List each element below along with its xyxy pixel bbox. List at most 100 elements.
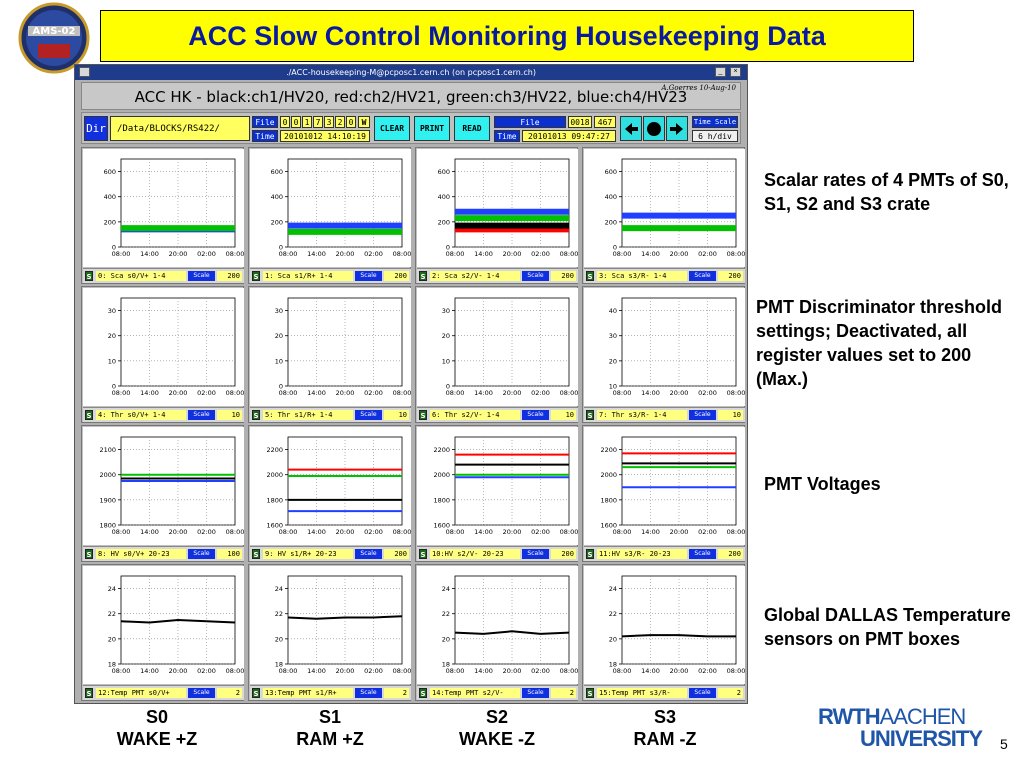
read-button[interactable]: READ xyxy=(454,116,490,141)
panel-name-field[interactable]: 12:Temp PMT s0/V+ xyxy=(96,688,186,698)
file-digit[interactable]: 7 xyxy=(313,116,323,128)
panel-select-button[interactable]: S xyxy=(586,410,594,420)
panel-scale-button[interactable]: Scale xyxy=(188,271,215,281)
panel-scale-value[interactable]: 10 xyxy=(217,410,242,420)
close-icon[interactable]: × xyxy=(730,67,741,77)
panel-select-button[interactable]: S xyxy=(252,271,260,281)
panel-scale-button[interactable]: Scale xyxy=(689,549,716,559)
time-end-field[interactable]: 20101013 09:47:27 xyxy=(522,130,616,142)
panel-scale-value[interactable]: 10 xyxy=(384,410,409,420)
panel-select-button[interactable]: S xyxy=(419,271,427,281)
y-tick-label: 24 xyxy=(442,585,450,593)
file-digit[interactable]: 3 xyxy=(324,116,334,128)
panel-name-field[interactable]: 15:Temp PMT s3/R- xyxy=(597,688,687,698)
panel-name-field[interactable]: 5: Thr s1/R+ 1-4 xyxy=(263,410,353,420)
panel-scale-value[interactable]: 100 xyxy=(217,549,242,559)
panel-name-field[interactable]: 6: Thr s2/V- 1-4 xyxy=(430,410,520,420)
panel-name-field[interactable]: 2: Sca s2/V- 1-4 xyxy=(430,271,520,281)
panel-scale-button[interactable]: Scale xyxy=(522,549,549,559)
file-digit[interactable]: 0 xyxy=(346,116,356,128)
panel-select-button[interactable]: S xyxy=(252,549,260,559)
clear-button[interactable]: CLEAR xyxy=(374,116,410,141)
window-titlebar[interactable]: ./ACC-housekeeping-M@pcposc1.cern.ch (on… xyxy=(75,65,747,80)
panel-scale-button[interactable]: Scale xyxy=(689,271,716,281)
panel-name-field[interactable]: 7: Thr s3/R- 1-4 xyxy=(597,410,687,420)
panel-name-field[interactable]: 10:HV s2/V- 20-23 xyxy=(430,549,520,559)
panel-scale-button[interactable]: Scale xyxy=(188,688,215,698)
time-start-field[interactable]: 20101012 14:10:19 xyxy=(280,130,370,142)
panel-scale-button[interactable]: Scale xyxy=(188,549,215,559)
print-button[interactable]: PRINT xyxy=(414,116,450,141)
panel-scale-value[interactable]: 2 xyxy=(384,688,409,698)
panel-scale-value[interactable]: 10 xyxy=(718,410,743,420)
panel-scale-value[interactable]: 200 xyxy=(384,271,409,281)
panel-scale-button[interactable]: Scale xyxy=(689,410,716,420)
panel-select-button[interactable]: S xyxy=(85,410,93,420)
dir-button[interactable]: Dir xyxy=(84,116,108,141)
arrow-right-icon xyxy=(670,122,683,135)
file-digit[interactable]: 0 xyxy=(280,116,290,128)
panel-select-button[interactable]: S xyxy=(419,410,427,420)
dir-path-field[interactable]: /Data/BLOCKS/RS422/ xyxy=(110,116,250,141)
x-tick-label: 02:00 xyxy=(197,250,216,258)
panel-scale-button[interactable]: Scale xyxy=(522,410,549,420)
time-scale-field[interactable]: 6 h/div xyxy=(692,130,738,142)
panel-name-field[interactable]: 13:Temp PMT s1/R+ xyxy=(263,688,353,698)
panel-scale-value[interactable]: 200 xyxy=(551,549,576,559)
y-tick-label: 1600 xyxy=(266,522,283,530)
panel-select-button[interactable]: S xyxy=(586,688,594,698)
panel-scale-button[interactable]: Scale xyxy=(522,688,549,698)
panel-select-button[interactable]: S xyxy=(419,549,427,559)
panel-scale-value[interactable]: 200 xyxy=(551,271,576,281)
x-tick-label: 08:00 xyxy=(112,667,131,675)
stop-button[interactable] xyxy=(643,116,665,141)
panel-scale-value[interactable]: 200 xyxy=(217,271,242,281)
panel-select-button[interactable]: S xyxy=(252,688,260,698)
panel-select-button[interactable]: S xyxy=(85,688,93,698)
panel-select-button[interactable]: S xyxy=(85,271,93,281)
panel-scale-value[interactable]: 200 xyxy=(718,271,743,281)
panel-scale-value[interactable]: 2 xyxy=(718,688,743,698)
file-digit[interactable]: 0 xyxy=(291,116,301,128)
panel-name-field[interactable]: 1: Sca s1/R+ 1-4 xyxy=(263,271,353,281)
plot-panel: 08:00 14:00 20:00 02:00 08:00 0 200 400 600 S 0: S… xyxy=(81,147,244,284)
panel-select-button[interactable]: S xyxy=(85,549,93,559)
panel-scale-button[interactable]: Scale xyxy=(355,549,382,559)
file-digit[interactable]: 1 xyxy=(302,116,312,128)
panel-scale-value[interactable]: 2 xyxy=(217,688,242,698)
file-label: File xyxy=(252,116,278,128)
panel-name-field[interactable]: 9: HV s1/R+ 20-23 xyxy=(263,549,353,559)
rwth-logo: RWTHAACHEN UNIVERSITY xyxy=(818,704,990,752)
next-arrow-button[interactable] xyxy=(666,116,688,141)
panel-scale-button[interactable]: Scale xyxy=(355,271,382,281)
panel-scale-button[interactable]: Scale xyxy=(355,410,382,420)
panel-name-field[interactable]: 4: Thr s0/V+ 1-4 xyxy=(96,410,186,420)
panel-scale-button[interactable]: Scale xyxy=(689,688,716,698)
panel-scale-button[interactable]: Scale xyxy=(188,410,215,420)
minimize-icon[interactable]: _ xyxy=(715,67,726,77)
y-tick-label: 22 xyxy=(609,610,617,618)
panel-name-field[interactable]: 8: HV s0/V+ 20-23 xyxy=(96,549,186,559)
file-w-button[interactable]: W xyxy=(358,116,370,128)
window-menu-icon[interactable] xyxy=(79,67,90,77)
panel-select-button[interactable]: S xyxy=(252,410,260,420)
panel-select-button[interactable]: S xyxy=(419,688,427,698)
file2-value-b[interactable]: 467 xyxy=(594,116,616,128)
panel-select-button[interactable]: S xyxy=(586,549,594,559)
panel-scale-value[interactable]: 200 xyxy=(718,549,743,559)
prev-arrow-button[interactable] xyxy=(620,116,642,141)
panel-scale-button[interactable]: Scale xyxy=(522,271,549,281)
file2-value-a[interactable]: 0018 xyxy=(568,116,592,128)
panel-scale-value[interactable]: 200 xyxy=(384,549,409,559)
panel-name-field[interactable]: 11:HV s3/R- 20-23 xyxy=(597,549,687,559)
panel-scale-value[interactable]: 10 xyxy=(551,410,576,420)
panel-select-button[interactable]: S xyxy=(586,271,594,281)
panel-name-field[interactable]: 3: Sca s3/R- 1-4 xyxy=(597,271,687,281)
y-tick-label: 1800 xyxy=(433,496,450,504)
panel-name-field[interactable]: 14:Temp PMT s2/V- xyxy=(430,688,520,698)
panel-name-field[interactable]: 0: Sca s0/V+ 1-4 xyxy=(96,271,186,281)
panel-scale-button[interactable]: Scale xyxy=(355,688,382,698)
file-digit[interactable]: 2 xyxy=(335,116,345,128)
x-tick-label: 20:00 xyxy=(503,389,522,397)
panel-scale-value[interactable]: 2 xyxy=(551,688,576,698)
